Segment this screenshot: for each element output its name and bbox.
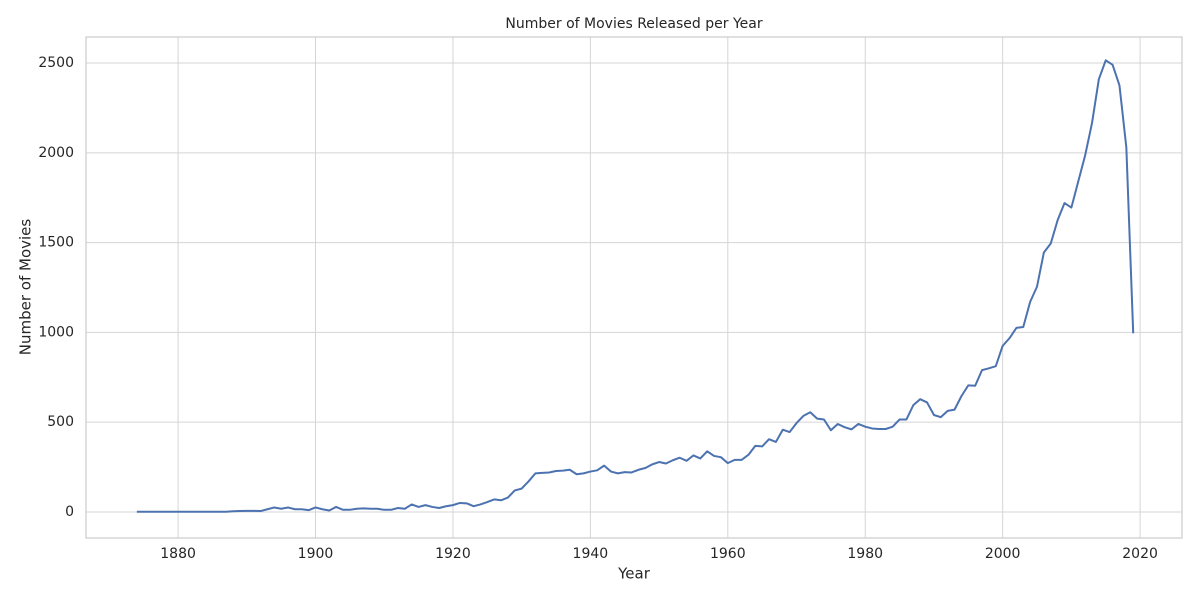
y-tick-label: 500 <box>47 414 74 430</box>
y-tick-label: 1500 <box>38 235 74 251</box>
x-tick-label: 1960 <box>710 546 746 562</box>
y-tick-label: 2500 <box>38 55 74 71</box>
x-tick-label: 1920 <box>435 546 471 562</box>
y-tick-label: 0 <box>65 504 74 520</box>
data-line <box>136 59 1135 513</box>
x-tick-label: 1880 <box>160 546 196 562</box>
x-tick-label: 1900 <box>298 546 334 562</box>
x-tick-label: 2020 <box>1122 546 1158 562</box>
x-tick-label: 1980 <box>847 546 883 562</box>
x-axis-label: Year <box>617 565 651 583</box>
plot-frame <box>85 36 1183 539</box>
x-tick-label: 2000 <box>985 546 1021 562</box>
y-tick-label: 2000 <box>38 145 74 161</box>
y-tick-label: 1000 <box>38 324 74 340</box>
chart-title: Number of Movies Released per Year <box>505 16 762 32</box>
x-tick-label: 1940 <box>573 546 609 562</box>
y-axis-label: Number of Movies <box>17 219 35 356</box>
